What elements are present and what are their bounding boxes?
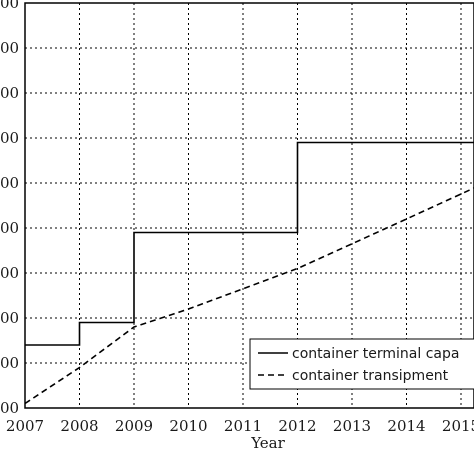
legend-box (249, 338, 474, 390)
series-layer (24, 141, 474, 405)
x-axis-label: Year (250, 434, 285, 452)
y-tick-label: 00 (0, 39, 19, 57)
series-line-capacity (25, 141, 474, 346)
y-tick-label: 00 (0, 84, 19, 102)
x-tick-label: 2007 (6, 417, 44, 435)
plot-frame (24, 2, 474, 409)
x-tick-label: 2012 (278, 417, 316, 435)
x-tick-label: 2008 (60, 417, 98, 435)
y-tick-label: 00 (0, 129, 19, 147)
y-tick-label: 00 (0, 354, 19, 372)
legend-label-capacity: container terminal capa (292, 346, 459, 362)
x-tick-label: 2015 (442, 417, 474, 435)
x-tick-label: 2010 (169, 417, 207, 435)
y-tick-label: 00 (0, 219, 19, 237)
x-tick-labels: 2007 2008 2009 2010 2011 2012 2013 2014 2015 (6, 417, 474, 435)
x-tick-label: 2013 (333, 417, 371, 435)
y-tick-label: 00 (0, 0, 19, 12)
y-tick-label: 00 (0, 264, 19, 282)
legend: container terminal capa container transi… (249, 338, 474, 390)
y-tick-label: 00 (0, 309, 19, 327)
x-tick-label: 2009 (115, 417, 153, 435)
y-tick-label: 00 (0, 174, 19, 192)
legend-label-transipment: container transipment (292, 368, 449, 384)
x-tick-label: 2011 (224, 417, 262, 435)
y-tick-label: 00 (0, 399, 19, 417)
x-tick-label: 2014 (387, 417, 425, 435)
y-tick-labels: 00 00 00 00 00 00 00 00 00 00 (0, 0, 19, 417)
